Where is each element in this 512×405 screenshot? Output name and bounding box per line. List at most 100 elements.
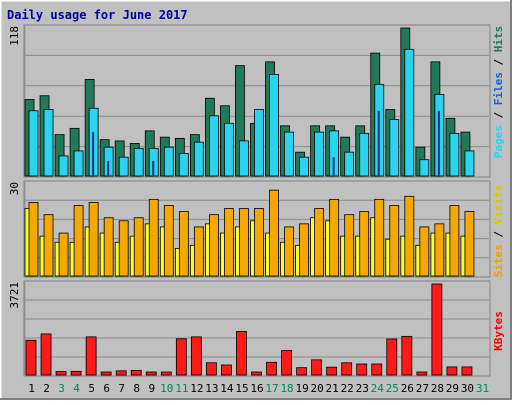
bar-kbytes: [145, 371, 157, 376]
legend-entry: Visits: [492, 185, 505, 225]
bar-files: [359, 132, 370, 177]
bar-kbytes: [85, 336, 97, 376]
bar-visits: [88, 201, 99, 277]
bar-visits: [73, 205, 84, 277]
bar-kbytes: [356, 363, 368, 376]
x-tick-label: 6: [103, 382, 110, 395]
x-tick-label: 19: [295, 382, 308, 395]
x-tick-label: 11: [175, 382, 188, 395]
bar-kbytes: [115, 370, 127, 376]
bar-kbytes: [221, 364, 232, 376]
x-tick-label: 8: [133, 382, 140, 395]
bar-files: [254, 109, 264, 177]
bar-visits: [118, 220, 129, 277]
legend-entry: Files: [492, 72, 505, 105]
bar-visits: [284, 226, 294, 277]
bar-visits: [314, 208, 325, 277]
chart-title: Daily usage for June 2017: [7, 8, 188, 22]
bar-files: [239, 140, 249, 177]
bar-kbytes: [371, 363, 383, 376]
bar-files: [208, 115, 219, 177]
panel-visits-sites: 30: [8, 180, 491, 278]
x-tick-label: 10: [160, 382, 173, 395]
x-tick-label: 23: [356, 382, 369, 395]
y-max-label: 118: [8, 26, 21, 46]
x-tick-label: 24: [371, 382, 385, 395]
bar-files: [419, 159, 430, 177]
bar-kbytes: [175, 338, 187, 376]
panel-kbytes: 3721: [8, 280, 491, 377]
bar-kbytes: [446, 366, 458, 376]
bar-visits: [329, 198, 340, 277]
bar-kbytes: [100, 371, 112, 376]
bar-files: [73, 150, 84, 177]
bar-visits: [103, 217, 114, 277]
bar-files: [299, 156, 309, 177]
bar-kbytes: [130, 369, 142, 376]
bar-files: [133, 148, 144, 177]
bar-visits: [269, 189, 279, 277]
panel-hits-files-pages: 118: [8, 24, 491, 178]
bar-kbytes: [401, 335, 413, 376]
legend-separator: /: [492, 52, 505, 72]
bar-kbytes: [416, 371, 428, 376]
legend-visits-sites: Sites / Visits: [492, 185, 505, 278]
bar-files: [284, 131, 294, 177]
x-tick-label: 14: [220, 382, 234, 395]
legend-entry: Pages: [492, 125, 505, 158]
bar-visits: [58, 232, 69, 277]
x-tick-label: 29: [446, 382, 459, 395]
y-max-label: 3721: [8, 282, 21, 309]
bar-kbytes: [55, 371, 67, 376]
bar-visits: [28, 201, 39, 277]
x-tick-label: 16: [250, 382, 263, 395]
bar-files: [163, 146, 174, 177]
bar-files: [28, 110, 39, 177]
panel-frame: [23, 280, 491, 377]
bar-pages: [377, 110, 380, 176]
x-tick-label: 13: [205, 382, 218, 395]
chart-panels: 118 30 3721 Pages / Files / Hits Sites / Vis…: [8, 24, 505, 377]
x-tick-label: 9: [148, 382, 155, 395]
bar-files: [449, 132, 460, 177]
bar-kbytes: [341, 362, 353, 376]
x-tick-label: 4: [73, 382, 80, 395]
bar-pages: [152, 160, 155, 176]
bar-files: [178, 153, 189, 177]
bar-kbytes: [326, 366, 338, 376]
bar-visits: [374, 198, 385, 277]
bar-pages: [332, 157, 335, 176]
bar-visits: [254, 208, 264, 277]
x-tick-label: 2: [43, 382, 50, 395]
x-tick-label: 20: [311, 382, 324, 395]
bar-visits: [163, 205, 174, 277]
bar-visits: [43, 214, 54, 277]
legend-hits-files-pages: Pages / Files / Hits: [492, 26, 505, 159]
legend-separator: /: [492, 224, 505, 244]
x-tick-label: 26: [401, 382, 414, 395]
bar-visits: [464, 211, 475, 277]
bar-kbytes: [281, 350, 292, 376]
bar-visits: [344, 214, 355, 277]
legend-entry: KBytes: [492, 311, 505, 351]
bar-visits: [299, 223, 309, 277]
x-tick-label: 3: [58, 382, 65, 395]
x-tick-label: 27: [416, 382, 429, 395]
bar-visits: [208, 214, 219, 277]
x-tick-label: 31: [476, 382, 489, 395]
bar-files: [389, 119, 400, 177]
x-tick-label: 18: [280, 382, 293, 395]
bar-visits: [449, 205, 460, 277]
legend-entry: Sites: [492, 244, 505, 277]
bar-kbytes: [386, 338, 398, 376]
bar-kbytes: [251, 371, 262, 376]
bar-visits: [404, 195, 415, 277]
legend-kbytes: KBytes: [492, 311, 505, 351]
x-tick-label: 7: [118, 382, 125, 395]
bar-files: [118, 156, 129, 177]
x-tick-label: 22: [341, 382, 354, 395]
x-tick-label: 1: [28, 382, 35, 395]
legend-separator: /: [492, 105, 505, 125]
